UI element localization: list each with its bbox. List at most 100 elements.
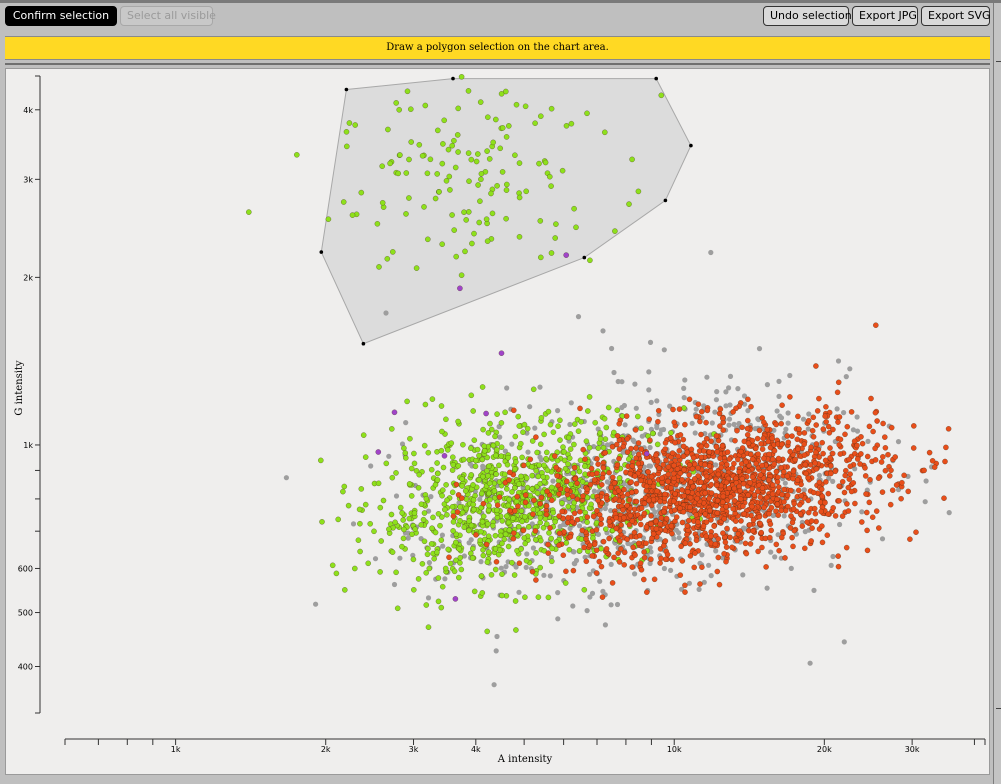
data-point	[396, 106, 403, 113]
data-point	[376, 264, 382, 270]
data-point	[826, 429, 833, 436]
data-point	[541, 478, 548, 485]
data-point	[690, 454, 697, 461]
data-point	[445, 146, 452, 153]
export-jpg-button[interactable]: Export JPG	[852, 6, 918, 26]
data-point	[454, 132, 461, 138]
polygon-vertex-handle[interactable]	[663, 198, 668, 203]
vertical-scrollbar[interactable]	[993, 3, 1001, 784]
data-point	[673, 514, 680, 520]
data-point	[681, 385, 687, 391]
polygon-vertex-handle[interactable]	[689, 143, 693, 148]
data-point	[880, 420, 886, 427]
data-point	[606, 535, 612, 542]
data-point	[534, 449, 540, 456]
data-point	[614, 601, 621, 608]
data-point	[662, 556, 669, 563]
data-point	[907, 536, 913, 543]
data-point	[438, 604, 445, 611]
data-point	[624, 449, 631, 455]
data-point	[593, 526, 600, 533]
data-point	[735, 386, 741, 392]
data-point	[791, 500, 798, 507]
data-point	[357, 548, 363, 555]
data-point	[435, 575, 442, 581]
data-point	[469, 240, 475, 247]
data-point	[800, 416, 807, 422]
data-point	[759, 485, 766, 491]
data-point	[689, 420, 695, 426]
data-point	[595, 445, 602, 451]
data-point	[842, 467, 849, 474]
data-point	[453, 481, 460, 488]
chart-panel[interactable]: 1k 2k 3k 4k 10k 20k 30k 400 500 600 1k 2k 3k 4k A int…	[5, 68, 990, 775]
data-point	[543, 503, 550, 509]
data-point	[611, 554, 617, 561]
data-point	[547, 421, 554, 428]
polygon-vertex-handle[interactable]	[344, 87, 349, 92]
data-point	[512, 433, 519, 440]
data-point	[536, 462, 543, 469]
data-point	[732, 526, 738, 533]
data-point	[859, 440, 866, 447]
data-point	[540, 524, 547, 531]
data-point	[459, 483, 465, 489]
data-point	[616, 475, 623, 481]
data-point	[662, 491, 668, 498]
data-point	[713, 433, 720, 439]
data-point	[626, 521, 633, 528]
data-point	[486, 502, 492, 509]
data-point	[626, 201, 632, 207]
data-point	[427, 156, 434, 163]
data-point	[473, 532, 479, 538]
scatter-chart[interactable]: 1k 2k 3k 4k 10k 20k 30k 400 500 600 1k 2k 3k 4k A int…	[6, 69, 989, 774]
data-point	[439, 160, 446, 167]
data-point	[613, 525, 620, 532]
data-point	[784, 433, 791, 439]
data-point	[872, 457, 879, 463]
data-point	[686, 472, 692, 478]
data-point	[895, 439, 902, 445]
data-point	[655, 407, 662, 414]
data-point	[635, 540, 642, 547]
polygon-vertex-handle[interactable]	[654, 76, 658, 81]
data-point	[571, 510, 578, 517]
undo-selection-button[interactable]: Undo selection	[763, 6, 852, 26]
data-point	[852, 500, 858, 507]
data-point	[445, 546, 452, 553]
data-point	[545, 550, 552, 556]
data-point	[493, 558, 500, 565]
data-point	[522, 594, 528, 601]
data-point	[452, 164, 459, 171]
data-point	[559, 167, 566, 174]
data-point	[835, 379, 842, 386]
polygon-vertex-handle[interactable]	[451, 76, 455, 81]
data-point	[634, 413, 641, 420]
select-all-visible-button[interactable]: Select all visible	[120, 6, 216, 26]
data-point	[477, 537, 484, 544]
selection-polygon[interactable]	[320, 78, 692, 345]
data-point	[560, 552, 567, 559]
data-point	[412, 526, 418, 532]
data-point	[621, 514, 627, 521]
data-point	[747, 541, 754, 547]
data-point	[432, 481, 439, 488]
data-point	[484, 628, 491, 635]
data-point	[616, 446, 623, 452]
data-point	[440, 464, 447, 471]
polygon-vertex-handle[interactable]	[319, 250, 324, 254]
data-point	[397, 504, 404, 511]
data-point	[419, 152, 426, 159]
polygon-vertex-handle[interactable]	[582, 255, 587, 260]
export-svg-button[interactable]: Export SVG	[921, 6, 991, 26]
confirm-selection-button[interactable]: Confirm selection	[5, 6, 117, 26]
data-point	[593, 570, 600, 576]
data-point	[455, 105, 462, 112]
data-point	[624, 436, 631, 442]
data-point	[726, 456, 733, 462]
polygon-vertex-handle[interactable]	[361, 341, 366, 346]
data-point	[781, 486, 788, 493]
data-point	[523, 557, 530, 564]
data-point	[687, 553, 694, 559]
data-point	[663, 457, 669, 464]
